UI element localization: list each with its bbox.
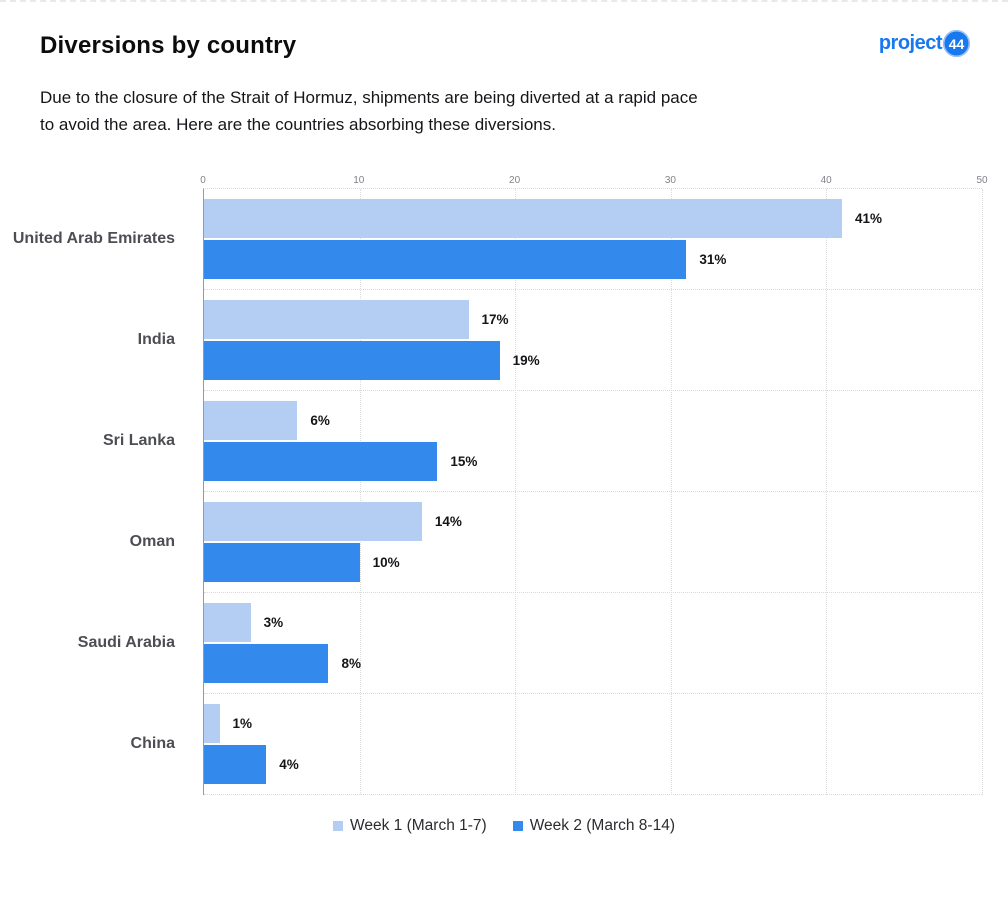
bar-group: 17% 19% [204, 290, 982, 391]
bar-week2 [204, 240, 687, 279]
x-axis-tick: 0 [200, 175, 206, 186]
bar-row: 8% [204, 644, 982, 683]
page-title: Diversions by country [40, 32, 297, 59]
bar-week1 [204, 199, 842, 238]
project44-logo: project 44 [879, 30, 970, 57]
bar-row: 6% [204, 401, 982, 440]
vertical-gridline [359, 189, 361, 795]
bar-value-label: 19% [512, 353, 540, 368]
bar-week2 [204, 341, 500, 380]
x-axis-tick: 50 [976, 175, 988, 186]
bar-chart: 0 10 20 30 40 50 United Arab Emirates India Sri… [0, 170, 988, 795]
bar-value-label: 31% [699, 252, 727, 267]
x-axis-tick: 10 [353, 175, 365, 186]
bar-row: 10% [204, 543, 982, 582]
logo-wordmark: project [878, 32, 943, 54]
x-axis-tick: 30 [664, 175, 676, 186]
vertical-gridline [826, 189, 828, 795]
bar-value-label: 6% [310, 413, 330, 428]
x-axis: 0 10 20 30 40 50 [200, 170, 987, 188]
category-label: China [130, 734, 175, 752]
bar-week2 [204, 543, 360, 582]
category-label: United Arab Emirates [12, 229, 175, 247]
bar-value-label: 15% [450, 454, 478, 469]
chart-body: United Arab Emirates India Sri Lanka Oman Sa… [0, 188, 983, 795]
bar-group: 3% 8% [204, 593, 982, 694]
legend-swatch-icon [333, 821, 344, 831]
bar-week2 [204, 644, 329, 683]
legend-label: Week 1 (March 1-7) [350, 817, 487, 834]
bar-week2 [204, 442, 438, 481]
plot-area: 41% 31% 17% 19% 6% 15% 14% 10% 3% 8% 1% 4% [203, 188, 983, 795]
page-subtitle: Due to the closure of the Strait of Horm… [40, 84, 968, 138]
bar-row: 19% [204, 341, 982, 380]
bar-week1 [204, 300, 469, 339]
logo-badge-icon: 44 [943, 30, 970, 57]
bar-group: 41% 31% [204, 189, 982, 290]
bar-value-label: 10% [372, 555, 400, 570]
bar-value-label: 3% [263, 615, 284, 630]
bar-row: 4% [204, 745, 982, 784]
bar-group: 1% 4% [204, 694, 982, 795]
bar-row: 41% [204, 199, 982, 238]
category-label: India [137, 330, 175, 348]
bar-week1 [204, 401, 298, 440]
x-axis-tick: 40 [820, 175, 832, 186]
vertical-gridline [515, 189, 517, 795]
page-subtitle-line2: to avoid the area. Here are the countrie… [40, 115, 556, 134]
bar-value-label: 41% [854, 211, 882, 226]
header: Diversions by country Due to the closure… [0, 2, 1008, 138]
bar-value-label: 17% [481, 312, 509, 327]
bar-row: 1% [204, 704, 982, 743]
bar-value-label: 14% [434, 514, 462, 529]
legend-label: Week 2 (March 8-14) [529, 817, 675, 834]
bar-row: 31% [204, 240, 982, 279]
bar-week1 [204, 502, 422, 541]
legend-swatch-icon [512, 821, 523, 831]
bar-row: 3% [204, 603, 982, 642]
category-label: Saudi Arabia [77, 633, 175, 651]
x-axis-tick: 20 [509, 175, 521, 186]
bar-value-label: 4% [279, 757, 299, 772]
category-labels: United Arab Emirates India Sri Lanka Oman Sa… [0, 188, 203, 795]
vertical-gridline [982, 189, 983, 795]
bar-row: 14% [204, 502, 982, 541]
bar-row: 17% [204, 300, 982, 339]
legend: Week 1 (March 1-7) Week 2 (March 8-14) [0, 817, 1008, 835]
bar-week2 [204, 745, 267, 784]
category-label: Oman [129, 532, 175, 550]
legend-item: Week 1 (March 1-7) [333, 817, 487, 835]
bar-week1 [204, 704, 220, 743]
category-label: Sri Lanka [102, 431, 175, 449]
bar-group: 6% 15% [204, 391, 982, 492]
bar-group: 14% 10% [204, 492, 982, 593]
bar-row: 15% [204, 442, 982, 481]
bar-value-label: 1% [232, 716, 253, 731]
legend-item: Week 2 (March 8-14) [512, 817, 675, 835]
bar-week1 [204, 603, 251, 642]
page-subtitle-line1: Due to the closure of the Strait of Horm… [40, 88, 698, 107]
bar-value-label: 8% [341, 656, 361, 671]
vertical-gridline [670, 189, 672, 795]
